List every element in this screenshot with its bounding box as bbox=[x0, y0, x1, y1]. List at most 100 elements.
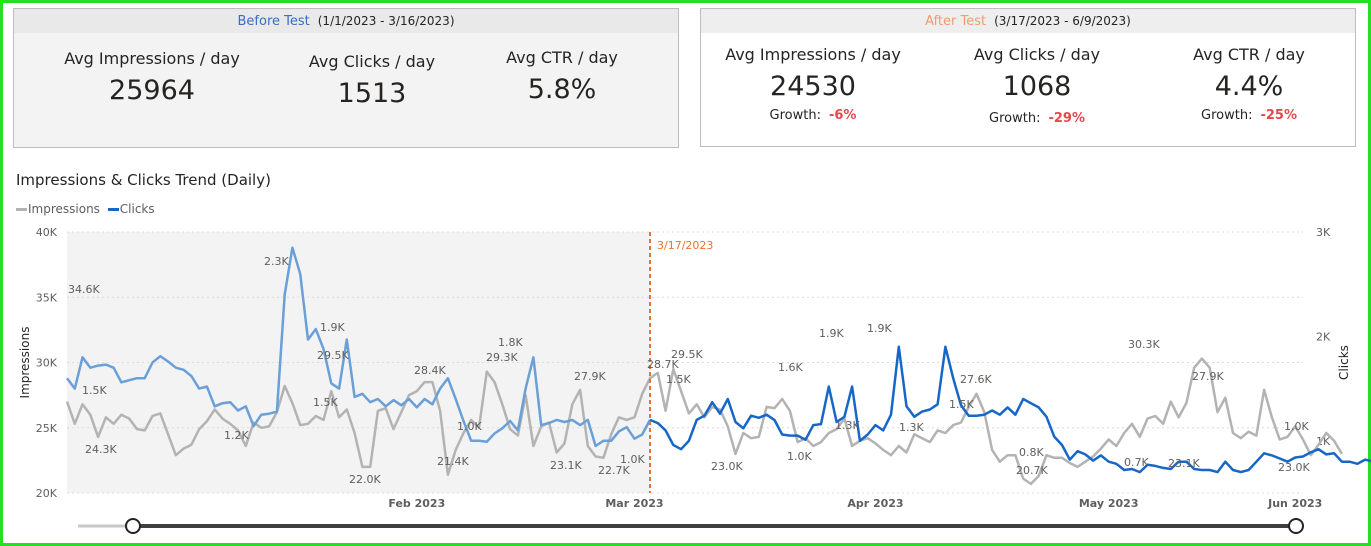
data-label: 22.7K bbox=[598, 464, 630, 477]
kpi-label: Avg CTR / day bbox=[506, 48, 618, 67]
data-label: 1.9K bbox=[320, 321, 345, 334]
growth-value: -29% bbox=[1048, 111, 1085, 126]
kpi-value: 1513 bbox=[337, 78, 407, 109]
x-tick-label: Jun 2023 bbox=[1267, 497, 1322, 510]
data-label: 20.7K bbox=[1016, 464, 1048, 477]
series-line-clicks-before bbox=[66, 246, 652, 448]
data-label: 1.6K bbox=[778, 361, 803, 374]
test-start-divider-label: 3/17/2023 bbox=[657, 239, 713, 252]
y-left-tick-label: 25K bbox=[36, 422, 58, 435]
data-label: 1.2K bbox=[224, 429, 249, 442]
after-test-header: After Test (3/17/2023 - 6/9/2023) bbox=[701, 9, 1355, 33]
before-test-title: Before Test bbox=[237, 14, 310, 29]
before-kpi-impressions: Avg Impressions / day 25964 bbox=[22, 49, 282, 106]
kpi-label: Avg Impressions / day bbox=[64, 49, 240, 68]
data-label: 1.0K bbox=[620, 453, 645, 466]
y-left-tick-label: 20K bbox=[36, 487, 58, 500]
growth-label: Growth: bbox=[989, 111, 1041, 126]
data-label: 1.0K bbox=[1284, 420, 1309, 433]
data-label: 1.0K bbox=[787, 450, 812, 463]
before-test-range: (1/1/2023 - 3/16/2023) bbox=[317, 14, 455, 28]
kpi-value: 24530 bbox=[770, 71, 856, 102]
data-label: 29.3K bbox=[486, 351, 518, 364]
kpi-label: Avg CTR / day bbox=[1193, 45, 1305, 64]
legend-swatch-impressions bbox=[16, 208, 27, 211]
data-label: 23.1K bbox=[1168, 457, 1200, 470]
kpi-value: 5.8% bbox=[527, 74, 597, 105]
after-kpi-ctr: Avg CTR / day 4.4% Growth: -25% bbox=[1119, 45, 1371, 123]
date-slider-start-handle[interactable] bbox=[125, 518, 141, 534]
data-label: 34.6K bbox=[68, 283, 100, 296]
data-label: 27.9K bbox=[1192, 370, 1224, 383]
growth-value: -6% bbox=[828, 108, 857, 123]
data-label: 23.1K bbox=[550, 459, 582, 472]
growth-value: -25% bbox=[1260, 108, 1297, 123]
data-label: 24.3K bbox=[85, 443, 117, 456]
data-label: 23.0K bbox=[711, 460, 743, 473]
before-test-card: Before Test (1/1/2023 - 3/16/2023) Avg Im… bbox=[13, 8, 679, 148]
chart-title: Impressions & Clicks Trend (Daily) bbox=[16, 171, 271, 189]
after-test-title: After Test bbox=[925, 14, 987, 29]
data-label: 1.5K bbox=[949, 398, 974, 411]
kpi-label: Avg Clicks / day bbox=[308, 52, 436, 71]
after-kpi-clicks: Avg Clicks / day 1068 Growth: -29% bbox=[907, 45, 1167, 126]
data-label: 1.8K bbox=[498, 336, 523, 349]
data-label: 22.0K bbox=[349, 473, 381, 486]
data-label: 27.9K bbox=[574, 370, 606, 383]
after-kpi-impressions: Avg Impressions / day 24530 Growth: -6% bbox=[683, 45, 943, 123]
before-kpi-clicks: Avg Clicks / day 1513 bbox=[242, 52, 502, 109]
data-label: 0.7K bbox=[1124, 456, 1149, 469]
data-label: 1.5K bbox=[666, 373, 691, 386]
before-test-header: Before Test (1/1/2023 - 3/16/2023) bbox=[14, 9, 678, 33]
kpi-value: 4.4% bbox=[1214, 71, 1284, 102]
data-label: 0.8K bbox=[1019, 446, 1044, 459]
data-label: 1.9K bbox=[819, 327, 844, 340]
data-label: 29.5K bbox=[317, 349, 349, 362]
x-tick-label: Feb 2023 bbox=[388, 497, 445, 510]
growth-indicator: Growth: -6% bbox=[683, 108, 943, 123]
kpi-label: Avg Clicks / day bbox=[973, 45, 1101, 64]
y-left-tick-label: 30K bbox=[36, 357, 58, 370]
x-tick-label: May 2023 bbox=[1079, 497, 1139, 510]
y-left-axis-title: Impressions bbox=[18, 327, 32, 399]
legend-swatch-clicks bbox=[107, 208, 119, 211]
date-slider-end-handle[interactable] bbox=[1288, 518, 1304, 534]
x-tick-label: Mar 2023 bbox=[605, 497, 663, 510]
data-label: 30.3K bbox=[1128, 338, 1160, 351]
data-label: 2.3K bbox=[264, 255, 289, 268]
data-label: 1.0K bbox=[457, 420, 482, 433]
data-label: 28.4K bbox=[414, 364, 446, 377]
legend-label-impressions: Impressions bbox=[28, 202, 100, 216]
data-label: 23.0K bbox=[1278, 461, 1310, 474]
kpi-value: 1068 bbox=[1002, 71, 1072, 102]
data-label: 1.9K bbox=[867, 322, 892, 335]
growth-label: Growth: bbox=[769, 108, 821, 123]
y-right-axis-title: Clicks bbox=[1337, 345, 1351, 380]
y-right-tick-label: 3K bbox=[1316, 226, 1331, 239]
data-label: 1.5K bbox=[313, 396, 338, 409]
kpi-label: Avg Impressions / day bbox=[725, 45, 901, 64]
y-left-tick-label: 35K bbox=[36, 291, 58, 304]
before-kpi-ctr: Avg CTR / day 5.8% bbox=[432, 48, 692, 105]
legend-item-impressions[interactable]: Impressions bbox=[16, 202, 100, 216]
x-tick-label: Apr 2023 bbox=[847, 497, 903, 510]
kpi-value: 25964 bbox=[109, 75, 195, 106]
chart-legend: Impressions Clicks bbox=[16, 202, 159, 216]
data-label: 28.7K bbox=[647, 358, 679, 371]
y-right-tick-label: 2K bbox=[1316, 330, 1331, 343]
growth-indicator: Growth: -29% bbox=[907, 111, 1167, 126]
series-line-clicks-after bbox=[649, 345, 1371, 474]
y-left-tick-label: 40K bbox=[36, 226, 58, 239]
legend-label-clicks: Clicks bbox=[119, 202, 155, 216]
after-test-card: After Test (3/17/2023 - 6/9/2023) Avg Imp… bbox=[700, 8, 1356, 147]
after-test-range: (3/17/2023 - 6/9/2023) bbox=[994, 14, 1131, 28]
series-line-impressions bbox=[65, 357, 1343, 486]
legend-item-clicks[interactable]: Clicks bbox=[107, 202, 155, 216]
growth-indicator: Growth: -25% bbox=[1119, 108, 1371, 123]
data-label: 1.3K bbox=[835, 419, 860, 432]
data-label: 21.4K bbox=[437, 455, 469, 468]
data-label: 29.5K bbox=[671, 348, 703, 361]
data-label: 27.6K bbox=[960, 373, 992, 386]
